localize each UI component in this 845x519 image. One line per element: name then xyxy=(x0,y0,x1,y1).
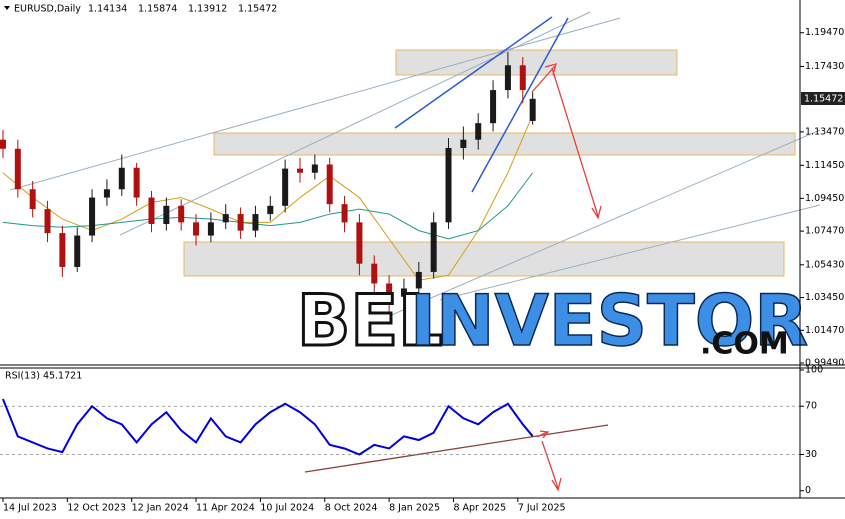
y-tick-label: 1.03450 xyxy=(805,292,844,303)
candle-body xyxy=(237,214,244,231)
x-tick-label: 8 Apr 2025 xyxy=(453,503,506,514)
x-tick-label: 8 Jan 2025 xyxy=(389,503,440,514)
y-tick-label: 1.05430 xyxy=(805,259,844,270)
rsi-line xyxy=(2,398,534,456)
y-tick-label: 30 xyxy=(805,449,817,460)
candle-body xyxy=(29,189,36,210)
candle-body xyxy=(371,263,378,284)
y-tick-label: 70 xyxy=(805,401,817,412)
candle-body xyxy=(400,288,407,297)
ohlc: 1.14134 xyxy=(88,4,127,15)
candle-body xyxy=(356,222,363,264)
candle-body xyxy=(163,205,170,224)
candle-body xyxy=(445,147,452,223)
arrow xyxy=(531,63,602,220)
x-tick-label: 8 Oct 2024 xyxy=(325,503,378,514)
y-tick-label: 1.19470 xyxy=(805,27,844,38)
y-tick-label: 1.11450 xyxy=(805,160,844,171)
candle-body xyxy=(460,139,467,148)
candle-body xyxy=(74,235,81,267)
menu-icon[interactable] xyxy=(4,6,10,10)
candle-body xyxy=(0,139,6,149)
y-tick-label: 1.07470 xyxy=(805,226,844,237)
y-tick-label: 1.09450 xyxy=(805,193,844,204)
candle-body xyxy=(103,189,110,198)
watermark: BEL INVESTOR .COM xyxy=(296,279,809,364)
candle-body xyxy=(415,271,422,289)
candle-body xyxy=(267,205,274,215)
y-tick-label: 1.13470 xyxy=(805,126,844,137)
watermark-part: INVESTOR xyxy=(410,280,808,362)
zone xyxy=(395,49,678,76)
candle-body xyxy=(282,168,289,206)
candle-body xyxy=(386,283,393,297)
candle-body xyxy=(44,209,51,234)
drawings xyxy=(9,11,821,492)
trendline xyxy=(119,11,591,236)
channel-line xyxy=(471,17,569,193)
zone xyxy=(183,241,785,277)
ohlc: 1.15472 xyxy=(238,4,277,15)
ohlc: 1.13912 xyxy=(188,4,227,15)
candle-body xyxy=(430,222,437,272)
candle-body xyxy=(341,204,348,223)
rsi-title: RSI(13) 45.1721 xyxy=(5,371,82,382)
candle-body xyxy=(207,222,214,236)
trendline xyxy=(439,204,821,301)
plot xyxy=(0,52,800,456)
x-tick-label: 7 Jul 2025 xyxy=(518,503,566,514)
candle-body xyxy=(504,65,511,91)
trendline xyxy=(379,129,821,321)
x-tick-label: 14 Jul 2023 xyxy=(3,503,57,514)
y-tick-label: 100 xyxy=(805,365,823,376)
candle-body xyxy=(118,167,125,190)
y-tick-label: 1.01470 xyxy=(805,325,844,336)
x-tick-label: 10 Jul 2024 xyxy=(260,503,314,514)
candle-body xyxy=(311,164,318,173)
candle-body xyxy=(178,205,185,223)
candle-body xyxy=(490,90,497,124)
candle-body xyxy=(148,197,155,224)
x-tick-label: 11 Apr 2024 xyxy=(196,503,255,514)
watermark-part: .COM xyxy=(700,327,789,362)
candle-body xyxy=(59,233,66,267)
candle-body xyxy=(519,65,526,91)
x-tick-label: 12 Oct 2023 xyxy=(67,503,126,514)
watermark-part: BEL xyxy=(297,280,443,362)
symbol: EURUSD,Daily xyxy=(14,4,81,15)
y-tick-label: 1.17430 xyxy=(805,61,844,72)
candle-body xyxy=(297,168,303,173)
current-price: 1.15472 xyxy=(804,94,843,105)
x-tick-label: 12 Jan 2024 xyxy=(132,503,189,514)
candle-body xyxy=(529,98,536,121)
candle-body xyxy=(89,197,96,236)
channel-line xyxy=(394,16,553,129)
zone xyxy=(213,132,796,156)
candle-body xyxy=(14,148,21,190)
ohlc: 1.15874 xyxy=(138,4,177,15)
candle-body xyxy=(222,214,229,223)
candle-body xyxy=(133,167,140,198)
candle-body xyxy=(475,123,482,140)
candle-body xyxy=(193,222,200,236)
y-tick-label: 0.99490 xyxy=(805,358,844,369)
price-label-box xyxy=(801,92,845,105)
arrow xyxy=(536,430,562,492)
rsi-trendline xyxy=(304,424,609,473)
trendline xyxy=(9,17,621,191)
candle-body xyxy=(252,214,259,231)
candle-body xyxy=(326,164,333,205)
y-tick-label: 0 xyxy=(805,485,811,496)
